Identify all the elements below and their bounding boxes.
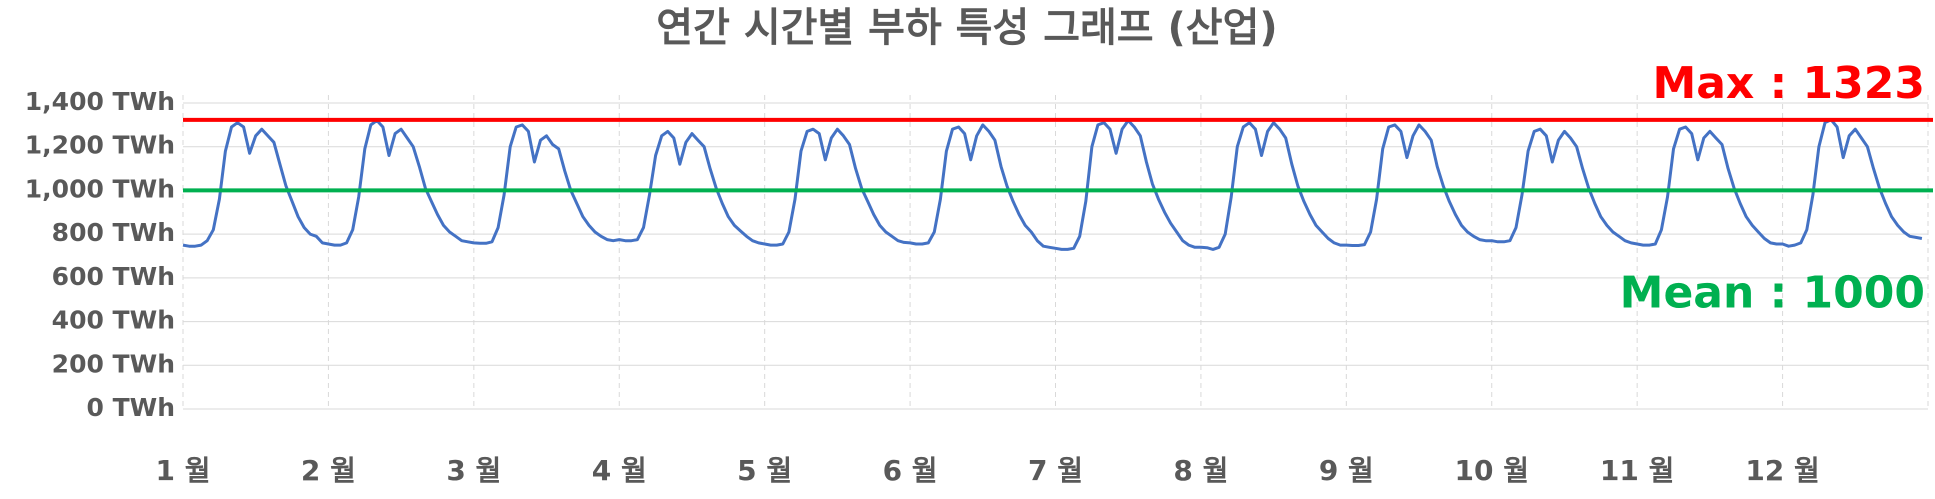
x-tick-label: 4 월 [592,454,647,487]
y-tick-label: 1,200 TWh [25,131,175,160]
y-tick-label: 1,400 TWh [25,87,175,116]
x-tick-label: 8 월 [1173,454,1228,487]
load-line [182,118,1923,251]
x-tick-label: 10 월 [1455,454,1529,487]
chart-title: 연간 시간별 부하 특성 그래프 (산업) [656,5,1277,51]
reference-label: Max : 1323 [1652,58,1925,109]
x-tick-label: 1 월 [156,454,211,487]
y-tick-label: 1,000 TWh [25,174,175,203]
y-tick-label: 800 TWh [52,218,175,247]
x-tick-label: 3 월 [446,454,501,487]
reference-label: Mean : 1000 [1620,267,1925,318]
y-tick-label: 200 TWh [52,349,175,378]
x-tick-label: 5 월 [737,454,792,487]
x-tick-label: 6 월 [883,454,938,487]
x-tick-label: 7 월 [1028,454,1083,487]
y-tick-label: 600 TWh [52,262,175,291]
x-tick-label: 9 월 [1319,454,1374,487]
x-tick-label: 2 월 [301,454,356,487]
x-tick-label: 12 월 [1745,454,1819,487]
y-tick-label: 400 TWh [52,306,175,335]
y-tick-label: 0 TWh [86,393,175,422]
x-tick-label: 11 월 [1600,454,1674,487]
